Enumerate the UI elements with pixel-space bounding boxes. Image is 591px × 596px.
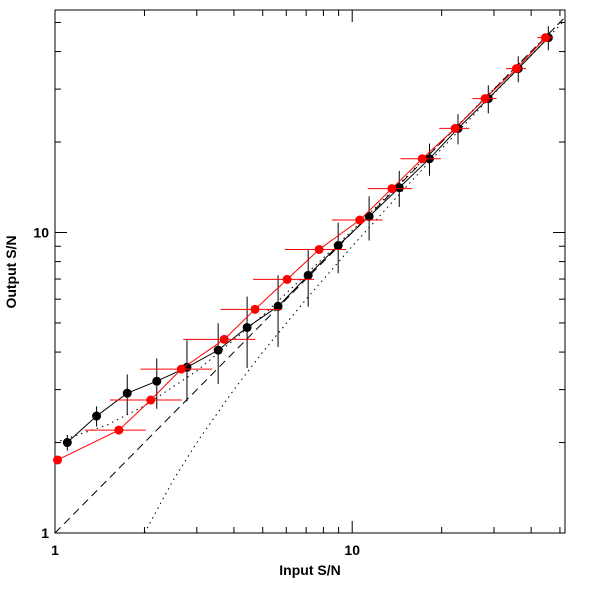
point bbox=[62, 438, 72, 448]
point bbox=[53, 455, 63, 465]
point bbox=[273, 301, 283, 311]
reference-line bbox=[55, 16, 565, 444]
point bbox=[303, 270, 313, 280]
point bbox=[213, 345, 223, 355]
point bbox=[114, 425, 124, 435]
point bbox=[333, 241, 343, 251]
point bbox=[355, 215, 365, 225]
point bbox=[176, 364, 186, 374]
point bbox=[250, 304, 260, 314]
point bbox=[417, 154, 427, 164]
point bbox=[219, 334, 229, 344]
point bbox=[511, 64, 521, 74]
point bbox=[387, 184, 397, 194]
point bbox=[152, 376, 162, 386]
point bbox=[394, 183, 404, 193]
y-tick-label: 10 bbox=[33, 224, 49, 240]
point bbox=[364, 212, 374, 222]
point bbox=[314, 244, 324, 254]
series-line bbox=[57, 37, 546, 461]
point bbox=[92, 411, 102, 421]
x-tick-label: 10 bbox=[344, 542, 360, 558]
point bbox=[122, 388, 132, 398]
point bbox=[242, 322, 252, 332]
point bbox=[146, 395, 156, 405]
x-tick-label: 1 bbox=[51, 542, 59, 558]
point bbox=[540, 33, 550, 43]
point bbox=[450, 123, 460, 133]
y-tick-label: 1 bbox=[41, 525, 49, 541]
point bbox=[480, 94, 490, 104]
point bbox=[282, 274, 292, 284]
reference-line bbox=[144, 19, 565, 533]
plot-frame bbox=[54, 9, 566, 534]
x-axis-title: Input S/N bbox=[279, 562, 340, 578]
y-axis-title: Output S/N bbox=[3, 235, 19, 308]
